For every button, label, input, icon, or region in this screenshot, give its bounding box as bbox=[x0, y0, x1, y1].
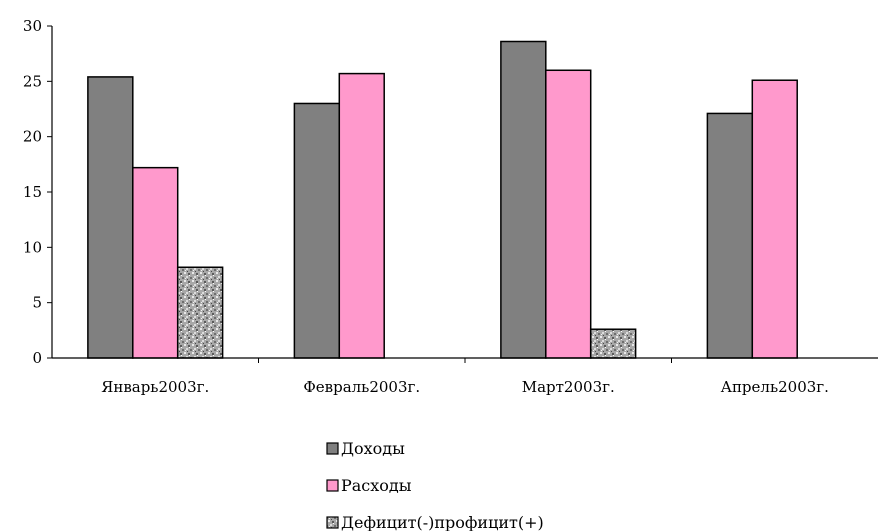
x-tick-label: Февраль2003г. bbox=[303, 378, 420, 396]
bar-2-2 bbox=[338, 72, 385, 359]
bar-2-3 bbox=[545, 69, 592, 359]
y-tick-label: 0 bbox=[32, 349, 42, 367]
y-tick-label: 10 bbox=[23, 238, 42, 256]
bar-2-4 bbox=[751, 79, 798, 359]
legend-swatch bbox=[326, 479, 339, 492]
legend-label: Расходы bbox=[341, 476, 412, 495]
y-tick-label: 5 bbox=[32, 294, 42, 312]
legend: Доходы Расходы Дефицит(-)профицит(+) bbox=[326, 439, 544, 531]
bar-1-4 bbox=[706, 112, 754, 359]
bar-1-3 bbox=[500, 40, 547, 359]
bars bbox=[87, 40, 798, 359]
legend-label: Дефицит(-)профицит(+) bbox=[341, 513, 544, 531]
legend-swatch bbox=[326, 442, 339, 455]
x-tick-label: Март2003г. bbox=[522, 378, 615, 396]
legend-label: Доходы bbox=[341, 439, 405, 458]
bar-2-1 bbox=[132, 166, 179, 359]
x-axis: Январь2003г. Февраль2003г. Март2003г. Апрел… bbox=[52, 357, 878, 396]
x-tick-label: Апрель2003г. bbox=[721, 378, 829, 396]
y-tick-label: 20 bbox=[23, 128, 42, 146]
bar-3-1 bbox=[176, 266, 224, 359]
y-axis: 0 5 10 15 20 25 30 bbox=[23, 17, 53, 367]
legend-swatch bbox=[326, 516, 339, 529]
y-tick-label: 25 bbox=[23, 72, 42, 90]
y-tick-label: 30 bbox=[23, 17, 42, 35]
bar-1-1 bbox=[87, 76, 134, 359]
bar-1-2 bbox=[293, 102, 341, 359]
bar-3-3 bbox=[589, 328, 637, 359]
x-tick-label: Январь2003г. bbox=[101, 378, 209, 396]
y-tick-label: 15 bbox=[23, 183, 42, 201]
